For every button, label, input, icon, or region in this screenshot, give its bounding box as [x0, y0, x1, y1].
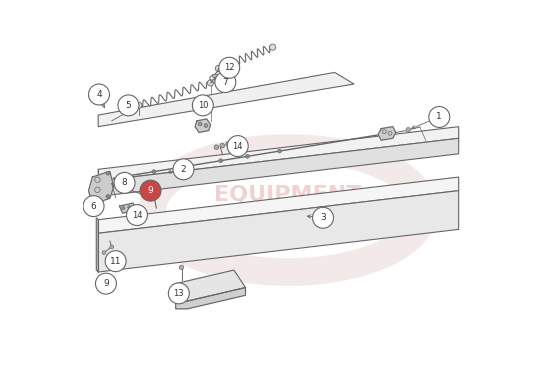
Circle shape: [227, 136, 248, 156]
Circle shape: [207, 80, 213, 86]
Circle shape: [110, 245, 114, 249]
Polygon shape: [378, 127, 396, 140]
Circle shape: [106, 171, 110, 175]
Circle shape: [204, 124, 208, 128]
Polygon shape: [195, 119, 211, 133]
Circle shape: [83, 196, 104, 217]
Circle shape: [122, 207, 125, 210]
Circle shape: [105, 251, 126, 272]
Circle shape: [118, 95, 139, 116]
Polygon shape: [98, 127, 458, 181]
Text: 4: 4: [96, 90, 102, 99]
Circle shape: [140, 180, 161, 201]
Bar: [212, 79, 217, 82]
Circle shape: [187, 164, 191, 168]
Circle shape: [128, 206, 131, 209]
Circle shape: [406, 128, 411, 132]
Circle shape: [269, 44, 276, 50]
Polygon shape: [176, 270, 246, 301]
Polygon shape: [98, 177, 458, 233]
Text: EQUIPMENT: EQUIPMENT: [215, 184, 362, 205]
Text: 6: 6: [91, 202, 96, 210]
Text: 11: 11: [110, 257, 122, 266]
Bar: [212, 74, 217, 77]
Polygon shape: [96, 218, 98, 272]
Circle shape: [246, 154, 249, 158]
Circle shape: [127, 205, 148, 226]
Text: 8: 8: [122, 179, 127, 187]
Text: SPECIALISTS: SPECIALISTS: [229, 213, 348, 231]
Circle shape: [215, 72, 236, 93]
Text: 9: 9: [148, 186, 153, 195]
Circle shape: [226, 142, 231, 146]
Circle shape: [127, 189, 131, 193]
Circle shape: [173, 159, 194, 180]
Polygon shape: [98, 72, 354, 127]
Circle shape: [312, 207, 333, 228]
Circle shape: [192, 95, 213, 116]
Text: 5: 5: [126, 101, 131, 110]
Polygon shape: [98, 191, 458, 272]
Text: 12: 12: [224, 63, 234, 72]
Text: 2: 2: [181, 165, 186, 174]
Polygon shape: [119, 203, 136, 213]
Circle shape: [102, 251, 106, 254]
Circle shape: [136, 102, 142, 109]
Circle shape: [214, 145, 219, 149]
Text: 14: 14: [232, 142, 243, 151]
Text: 10: 10: [197, 101, 208, 110]
Text: inc.: inc.: [358, 203, 373, 212]
Circle shape: [106, 194, 110, 198]
Circle shape: [278, 149, 281, 153]
Circle shape: [96, 273, 117, 294]
Polygon shape: [88, 171, 114, 204]
Circle shape: [220, 143, 225, 148]
Circle shape: [429, 107, 450, 128]
Text: 13: 13: [174, 289, 184, 298]
Text: 1: 1: [436, 112, 442, 121]
Circle shape: [168, 283, 189, 304]
Circle shape: [198, 122, 202, 126]
Circle shape: [152, 170, 156, 173]
Text: 3: 3: [320, 213, 326, 222]
Circle shape: [88, 84, 109, 105]
Polygon shape: [176, 287, 246, 309]
Text: 7: 7: [222, 77, 228, 87]
Polygon shape: [98, 138, 458, 196]
Text: 14: 14: [132, 210, 142, 219]
Text: 9: 9: [103, 279, 109, 288]
Circle shape: [179, 265, 184, 270]
Circle shape: [114, 172, 135, 193]
Circle shape: [219, 57, 239, 78]
Circle shape: [219, 159, 223, 163]
Circle shape: [215, 65, 221, 72]
Circle shape: [143, 194, 147, 198]
